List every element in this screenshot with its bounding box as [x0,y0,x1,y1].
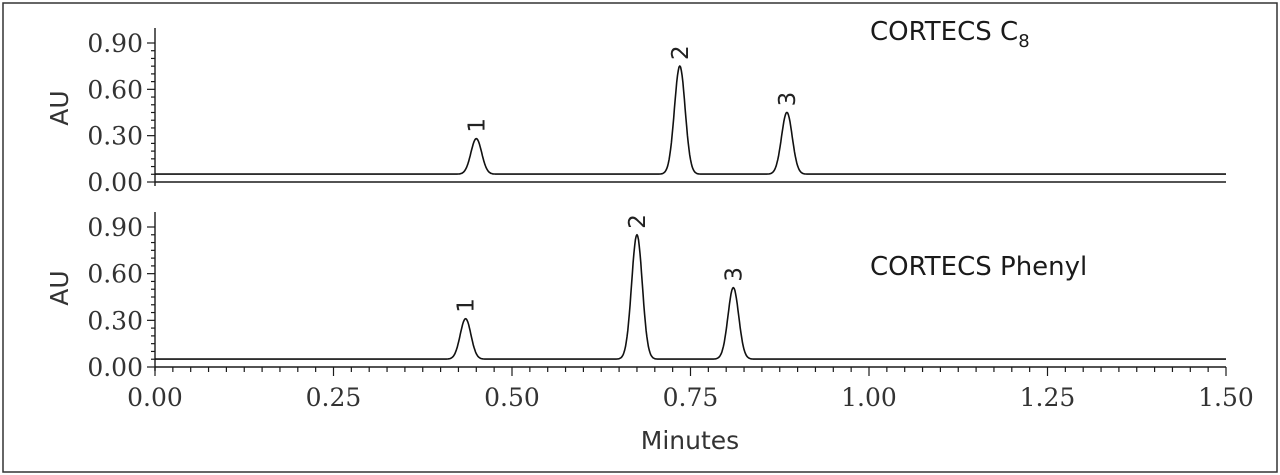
y-tick-label: 0.00 [87,353,143,382]
chromatogram-trace [155,65,1226,175]
panel-title: CORTECS Phenyl [870,252,1087,282]
peak-label-2: 2 [625,214,651,229]
peak-label-1: 1 [464,118,490,133]
y-axis-title: AU [45,270,74,305]
y-tick-label: 0.90 [87,29,143,58]
panel-title-subscript: 8 [1018,31,1029,52]
x-tick-label: 1.50 [1198,383,1254,412]
y-tick-label: 0.30 [87,122,143,151]
x-axis-title: Minutes [641,426,739,455]
peak-label-2: 2 [668,45,694,60]
x-axis: 0.00 0.25 0.50 0.75 1.00 1.25 1.50 Minutes [127,367,1254,455]
y-tick-label: 0.60 [87,260,143,289]
peak-label-1: 1 [454,298,480,313]
x-tick-label: 0.00 [127,383,183,412]
panel-1: 0.00 0.30 0.60 0.90 AU 1 2 3 CORTECS C8 [45,17,1226,197]
y-tick-label: 0.90 [87,213,143,242]
x-tick-label: 1.25 [1020,383,1076,412]
y-tick-label: 0.30 [87,306,143,335]
panel-title: CORTECS C8 [870,17,1030,52]
peak-label-3: 3 [721,267,747,282]
x-tick-label: 0.25 [306,383,362,412]
x-tick-label: 0.75 [663,383,719,412]
y-axis-title: AU [45,90,74,125]
x-tick-label: 0.50 [484,383,540,412]
y-tick-label: 0.60 [87,75,143,104]
chromatogram-trace [155,233,1226,360]
y-tick-label: 0.00 [87,168,143,197]
x-tick-label: 1.00 [841,383,897,412]
peak-label-3: 3 [775,92,801,107]
